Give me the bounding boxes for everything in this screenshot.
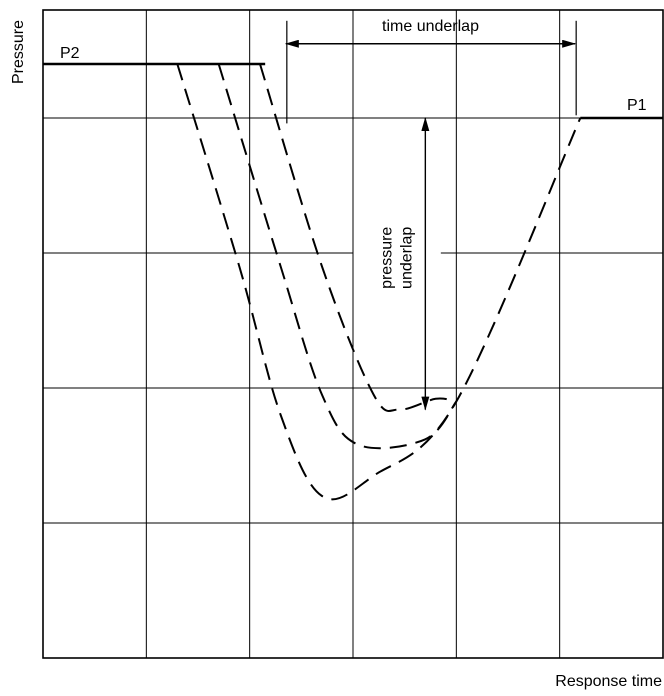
- plot-frame: [42, 9, 664, 659]
- series-label-p1: P1: [627, 97, 647, 114]
- annotation-label-time-underlap: time underlap: [382, 18, 479, 35]
- grid: [43, 10, 663, 658]
- series-label-p2: P2: [60, 45, 80, 62]
- annotation-layer: time underlap pressure underlap: [284, 18, 577, 411]
- series-dashed-curve-3: [217, 63, 458, 450]
- series-dashed-curve-2: [176, 63, 582, 501]
- series-layer: P2 P1: [43, 45, 663, 501]
- y-axis-label: Pressure: [10, 20, 27, 84]
- annotation-label-pressure-underlap: pressure underlap: [378, 227, 415, 289]
- x-axis-label: Response time: [555, 673, 662, 690]
- annotation-label-line: pressure: [378, 227, 395, 289]
- series-dashed-curve-4: [259, 63, 457, 412]
- annotation-label-line: underlap: [398, 227, 415, 289]
